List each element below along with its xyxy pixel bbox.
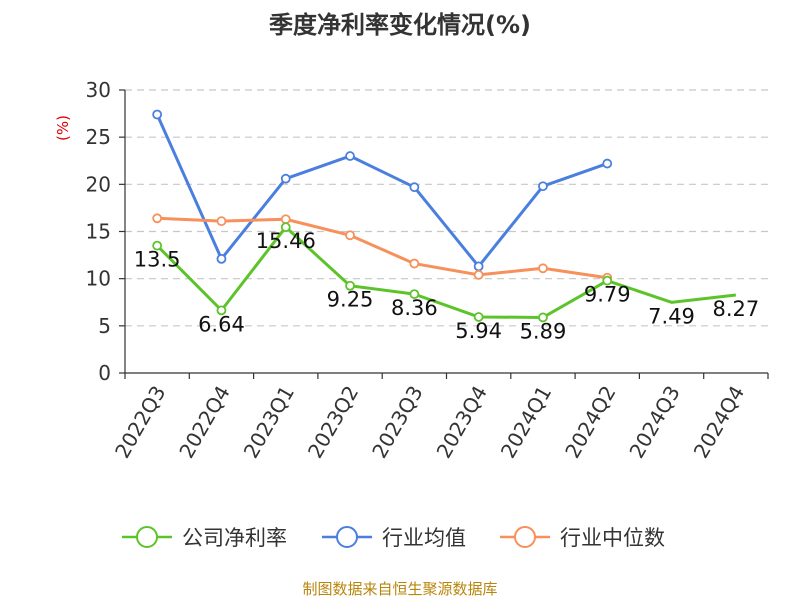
- series-lines: [155, 113, 737, 319]
- legend: 公司净利率 行业均值 行业中位数: [122, 526, 665, 550]
- marker-2-2: [280, 214, 291, 225]
- x-tick-label-2023Q1: 2023Q1: [239, 382, 299, 463]
- data-label-2024Q2: 9.79: [584, 283, 631, 307]
- legend-label-1: 行业均值: [382, 526, 466, 550]
- y-tick-label-15: 15: [86, 220, 111, 244]
- marker-0-7: [602, 275, 613, 286]
- marker-0-0: [152, 240, 163, 251]
- x-tick-label-2023Q3: 2023Q3: [367, 382, 427, 463]
- marker-2-3: [345, 230, 355, 241]
- y-tick-label-25: 25: [86, 125, 111, 149]
- marker-2-0: [152, 213, 163, 224]
- data-label-2023Q2: 9.25: [327, 288, 374, 312]
- marker-1-0: [152, 109, 163, 120]
- axes: [119, 89, 769, 379]
- x-tick-label-2024Q2: 2024Q2: [560, 382, 620, 463]
- x-tick-label-2023Q2: 2023Q2: [303, 382, 363, 463]
- data-label-2023Q1: 15.46: [256, 229, 316, 253]
- y-axis-unit: (%): [54, 115, 72, 141]
- source-note: 制图数据来自恒生聚源数据库: [302, 580, 497, 598]
- chart-title: 季度净利率变化情况(%): [269, 11, 531, 39]
- series-line-1: [155, 113, 608, 268]
- x-tick-label-2023Q4: 2023Q4: [432, 382, 492, 463]
- legend-marker-2: [514, 526, 536, 548]
- marker-2-1: [216, 216, 227, 227]
- data-label-2022Q3: 13.5: [134, 248, 181, 272]
- y-tick-labels: 0 5 10 15 20 25 30: [86, 78, 111, 385]
- marker-1-1: [216, 253, 227, 264]
- data-labels: 13.5 6.64 15.46 9.25 8.36 5.94 5.89 9.79 7.49 8.2…: [134, 229, 759, 343]
- x-tick-label-2022Q3: 2022Q3: [110, 382, 170, 463]
- x-tick-label-2024Q1: 2024Q1: [496, 382, 556, 463]
- data-label-2024Q3: 7.49: [648, 304, 695, 328]
- marker-1-6: [538, 181, 548, 192]
- y-tick-label-5: 5: [98, 314, 111, 338]
- y-tick-label-30: 30: [86, 78, 111, 102]
- series-line-2: [157, 216, 608, 280]
- marker-0-5: [473, 312, 484, 322]
- marker-0-3: [345, 280, 355, 291]
- marker-1-5: [473, 261, 484, 272]
- x-tick-label-2022Q4: 2022Q4: [174, 382, 234, 463]
- marker-1-2: [280, 173, 291, 184]
- legend-label-0: 公司净利率: [182, 526, 287, 550]
- x-tick-label-2024Q3: 2024Q3: [624, 382, 684, 463]
- y-tick-label-10: 10: [86, 267, 111, 291]
- marker-2-6: [538, 263, 548, 274]
- series-line-0: [156, 225, 737, 319]
- marker-1-7: [602, 158, 613, 169]
- y-tick-label-0: 0: [98, 361, 111, 385]
- legend-label-2: 行业中位数: [560, 526, 665, 550]
- data-label-2022Q4: 6.64: [198, 312, 245, 336]
- marker-0-2: [280, 222, 291, 233]
- legend-marker-1: [336, 526, 358, 548]
- legend-marker-0: [136, 526, 158, 548]
- marker-0-1: [216, 305, 227, 316]
- marker-0-4: [409, 289, 420, 300]
- marker-0-6: [538, 312, 548, 323]
- gridlines: [125, 89, 768, 327]
- marker-2-4: [409, 258, 420, 269]
- data-label-2023Q3: 8.36: [391, 296, 438, 320]
- marker-2-5: [473, 269, 484, 280]
- y-tick-label-20: 20: [86, 172, 111, 196]
- data-label-2024Q4: 8.27: [712, 297, 759, 321]
- data-label-2023Q4: 5.94: [455, 319, 502, 343]
- x-tick-labels: 2022Q3 2022Q4 2023Q1 2023Q2 2023Q3 2023Q4 2024…: [110, 382, 749, 463]
- series-markers: [152, 109, 613, 323]
- x-tick-label-2024Q4: 2024Q4: [689, 382, 749, 463]
- data-label-2024Q1: 5.89: [520, 319, 567, 343]
- marker-1-4: [409, 182, 420, 193]
- marker-1-3: [345, 151, 355, 161]
